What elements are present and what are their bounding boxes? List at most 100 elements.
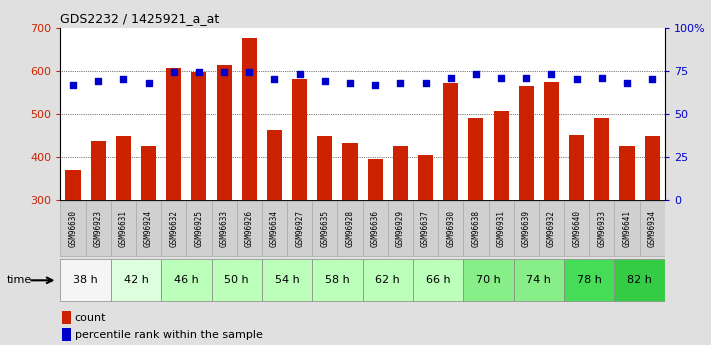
Text: GSM96631: GSM96631 <box>119 210 128 247</box>
Point <box>496 75 507 80</box>
Text: GSM96639: GSM96639 <box>522 210 531 247</box>
Bar <box>493 111 508 329</box>
Text: GSM96637: GSM96637 <box>421 210 430 247</box>
FancyBboxPatch shape <box>60 259 111 301</box>
FancyBboxPatch shape <box>438 201 464 256</box>
Text: 42 h: 42 h <box>124 275 149 285</box>
FancyBboxPatch shape <box>413 259 464 301</box>
Point <box>420 80 432 86</box>
Bar <box>645 136 660 329</box>
Text: 82 h: 82 h <box>627 275 652 285</box>
Text: percentile rank within the sample: percentile rank within the sample <box>75 330 262 340</box>
Text: 46 h: 46 h <box>174 275 198 285</box>
Point <box>344 80 356 86</box>
Point <box>621 80 633 86</box>
Point <box>143 80 154 86</box>
FancyBboxPatch shape <box>212 259 262 301</box>
Text: GSM96636: GSM96636 <box>370 210 380 247</box>
Bar <box>141 146 156 329</box>
Text: GSM96934: GSM96934 <box>648 210 657 247</box>
Text: GSM96641: GSM96641 <box>623 210 631 247</box>
Text: time: time <box>7 275 33 285</box>
FancyBboxPatch shape <box>312 201 338 256</box>
Point <box>118 77 129 82</box>
Bar <box>594 118 609 329</box>
Text: GSM96929: GSM96929 <box>396 210 405 247</box>
Text: GSM96927: GSM96927 <box>295 210 304 247</box>
FancyBboxPatch shape <box>136 201 161 256</box>
Bar <box>217 65 232 329</box>
FancyBboxPatch shape <box>514 259 564 301</box>
Text: GSM96638: GSM96638 <box>471 210 481 247</box>
Text: 74 h: 74 h <box>526 275 551 285</box>
Point <box>168 70 179 75</box>
Text: GSM96926: GSM96926 <box>245 210 254 247</box>
FancyBboxPatch shape <box>564 259 614 301</box>
Text: GSM96931: GSM96931 <box>496 210 506 247</box>
FancyBboxPatch shape <box>539 201 564 256</box>
Point <box>269 77 280 82</box>
Text: count: count <box>75 313 106 323</box>
FancyBboxPatch shape <box>464 201 488 256</box>
FancyBboxPatch shape <box>85 201 111 256</box>
Text: 62 h: 62 h <box>375 275 400 285</box>
Text: 58 h: 58 h <box>325 275 350 285</box>
Text: GSM96630: GSM96630 <box>68 210 77 247</box>
Point <box>546 71 557 77</box>
Point <box>395 80 406 86</box>
Text: GSM96930: GSM96930 <box>447 210 455 247</box>
Point <box>218 70 230 75</box>
FancyBboxPatch shape <box>237 201 262 256</box>
Text: GSM96923: GSM96923 <box>94 210 102 247</box>
Text: GSM96925: GSM96925 <box>194 210 203 247</box>
Bar <box>65 170 80 329</box>
Bar <box>116 136 131 329</box>
FancyBboxPatch shape <box>464 259 514 301</box>
Bar <box>91 141 106 329</box>
Bar <box>166 68 181 329</box>
FancyBboxPatch shape <box>338 201 363 256</box>
FancyBboxPatch shape <box>111 201 136 256</box>
Point <box>596 75 607 80</box>
FancyBboxPatch shape <box>287 201 312 256</box>
Bar <box>469 118 483 329</box>
Bar <box>519 86 534 329</box>
FancyBboxPatch shape <box>111 259 161 301</box>
Text: GSM96640: GSM96640 <box>572 210 581 247</box>
Point <box>571 77 582 82</box>
Bar <box>418 155 433 329</box>
Point <box>244 70 255 75</box>
Bar <box>443 83 459 329</box>
Bar <box>393 146 408 329</box>
Text: 54 h: 54 h <box>274 275 299 285</box>
Text: GSM96932: GSM96932 <box>547 210 556 247</box>
Point <box>68 82 79 87</box>
Point <box>520 75 532 80</box>
Point <box>294 71 305 77</box>
FancyBboxPatch shape <box>161 201 186 256</box>
Text: GSM96634: GSM96634 <box>270 210 279 247</box>
Bar <box>63 328 71 341</box>
Point <box>92 78 104 84</box>
Point <box>193 70 205 75</box>
FancyBboxPatch shape <box>413 201 438 256</box>
Point <box>319 78 331 84</box>
FancyBboxPatch shape <box>312 259 363 301</box>
FancyBboxPatch shape <box>363 201 387 256</box>
FancyBboxPatch shape <box>186 201 212 256</box>
Bar <box>619 146 635 329</box>
Bar <box>343 143 358 329</box>
Text: GSM96928: GSM96928 <box>346 210 355 247</box>
Text: 38 h: 38 h <box>73 275 98 285</box>
Point <box>646 77 658 82</box>
FancyBboxPatch shape <box>488 201 514 256</box>
Text: GSM96933: GSM96933 <box>597 210 606 247</box>
FancyBboxPatch shape <box>640 201 665 256</box>
Bar <box>368 159 383 329</box>
Bar <box>317 136 333 329</box>
Bar <box>63 311 71 324</box>
FancyBboxPatch shape <box>514 201 539 256</box>
Point <box>445 75 456 80</box>
Text: 50 h: 50 h <box>225 275 249 285</box>
Bar <box>191 72 206 329</box>
